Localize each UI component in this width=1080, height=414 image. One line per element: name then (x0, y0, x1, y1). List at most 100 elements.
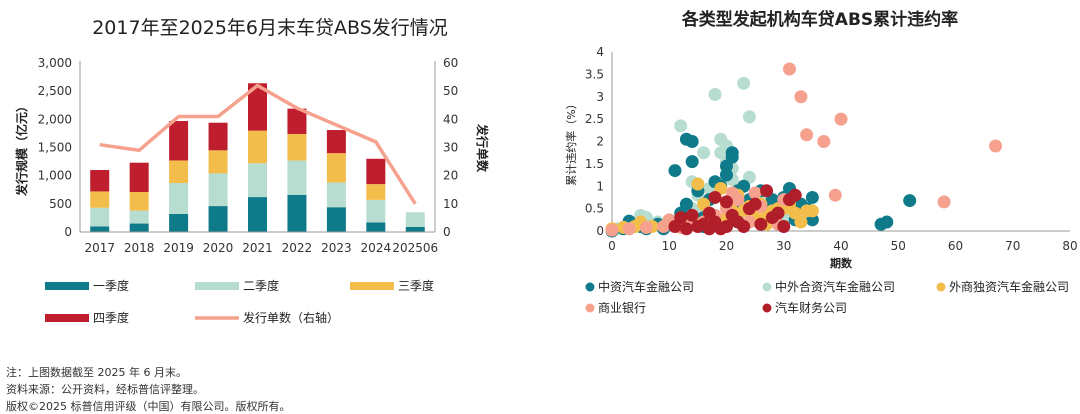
scatter-point (697, 146, 711, 160)
default-rate-chart-title: 各类型发起机构车贷ABS累计违约率 (681, 9, 958, 30)
bar-segment (129, 162, 149, 193)
default-rate-chart-axes: 00.511.522.533.540 10 20 30 40 50 60 70 80 (585, 45, 1078, 253)
scatter-point (788, 188, 802, 202)
legend-label: 一季度 (93, 278, 129, 293)
bar-segment (366, 184, 386, 200)
x-tick-label: 70 (1005, 239, 1020, 253)
bar-segment (208, 122, 228, 151)
legend-label: 四季度 (93, 310, 129, 325)
bar-segment (248, 197, 267, 232)
y2-tick-label: 30 (443, 141, 458, 155)
scatter-point (782, 62, 796, 76)
issuance-chart: 2017年至2025年6月末车贷ABS发行情况 05001,0001,5002,… (14, 17, 490, 325)
legend-marker (585, 303, 595, 313)
issuance-chart-y2label: 发行单数 (475, 123, 490, 173)
scatter-point (674, 119, 688, 133)
x-tick-label: 2021 (242, 241, 273, 255)
scatter-point (742, 110, 756, 124)
scatter-point (679, 222, 693, 236)
issuance-chart-title: 2017年至2025年6月末车贷ABS发行情况 (92, 17, 448, 39)
y-tick-label: 1 (596, 179, 604, 193)
bar-segment (326, 130, 346, 154)
issuance-chart-ylabel: 发行规模（亿元） (14, 100, 29, 197)
bar-segment (129, 210, 149, 224)
x-tick-label: 60 (948, 239, 963, 253)
scatter-point (748, 186, 762, 200)
legend-label: 中外合资汽车金融公司 (775, 279, 895, 294)
bar-segment (326, 207, 346, 232)
bar-segment (169, 182, 189, 214)
scatter-point (903, 194, 917, 208)
legend-swatch (45, 282, 89, 290)
x-tick-label: 10 (662, 239, 677, 253)
bar-segment (208, 173, 228, 207)
y-tick-label: 0 (596, 224, 604, 238)
y-tick-label: 0 (64, 225, 72, 239)
footnote-copyright: 版权©2025 标普信用评级（中国）有限公司。版权所有。 (6, 400, 291, 413)
scatter-point (679, 132, 693, 146)
scatter-point (937, 195, 951, 209)
scatter-point (622, 222, 636, 236)
legend-label: 中资汽车金融公司 (598, 279, 694, 294)
scatter-point (679, 197, 693, 211)
scatter-point (720, 168, 733, 182)
scatter-point (834, 112, 848, 126)
x-tick-label: 30 (776, 239, 791, 253)
x-tick-label: 80 (1062, 239, 1077, 253)
bar-segment (169, 213, 189, 232)
bar-segment (90, 191, 110, 208)
scatter-point (685, 208, 699, 222)
bar-segment (287, 108, 307, 134)
y2-tick-label: 50 (443, 84, 458, 98)
y-tick-label: 4 (596, 45, 604, 59)
scatter-point (989, 139, 1003, 153)
x-tick-label: 202506 (392, 241, 438, 255)
default-rate-chart-xlabel: 期数 (830, 256, 853, 270)
scatter-point (800, 128, 814, 142)
y-tick-label: 2,500 (38, 84, 72, 98)
default-rate-points (605, 62, 1003, 238)
bar-segment (208, 150, 228, 174)
x-tick-label: 50 (891, 239, 906, 253)
legend-marker (585, 282, 595, 292)
count-line-path (99, 83, 417, 205)
bar-segment (326, 182, 346, 208)
y-tick-label: 500 (49, 197, 72, 211)
scatter-point (737, 76, 751, 90)
scatter-point (828, 188, 842, 202)
scatter-point (805, 204, 819, 218)
bar-segment (405, 212, 425, 227)
y-tick-label: 3.5 (585, 67, 604, 81)
bar-segment (248, 163, 267, 198)
bar-segment (287, 160, 307, 195)
scatter-point (720, 220, 733, 234)
bar-segment (326, 153, 346, 183)
bar-segment (90, 170, 110, 192)
scatter-point (674, 211, 688, 225)
scatter-point (760, 184, 774, 198)
bar-segment (366, 222, 386, 232)
x-tick-label: 2017 (84, 241, 115, 255)
bar-segment (90, 207, 110, 227)
legend-swatch (350, 282, 394, 290)
scatter-point (708, 88, 722, 102)
y-tick-label: 2,000 (38, 112, 72, 126)
bar-segment (287, 194, 307, 232)
scatter-point (685, 155, 699, 169)
scatter-point (725, 146, 739, 160)
scatter-point (817, 135, 831, 148)
bar-segment (169, 121, 189, 161)
scatter-point (708, 190, 722, 204)
legend-swatch (195, 282, 239, 290)
scatter-point (794, 215, 808, 229)
bar-segment (169, 160, 189, 183)
scatter-point (720, 195, 733, 209)
legend-swatch (45, 314, 89, 322)
x-tick-label: 40 (833, 239, 848, 253)
bar-segment (405, 226, 425, 232)
bar-segment (248, 130, 267, 164)
scatter-point (737, 220, 751, 234)
footnote-data-cutoff: 注：上图数据截至 2025 年 6 月末。 (6, 366, 187, 379)
bar-segment (90, 226, 110, 232)
